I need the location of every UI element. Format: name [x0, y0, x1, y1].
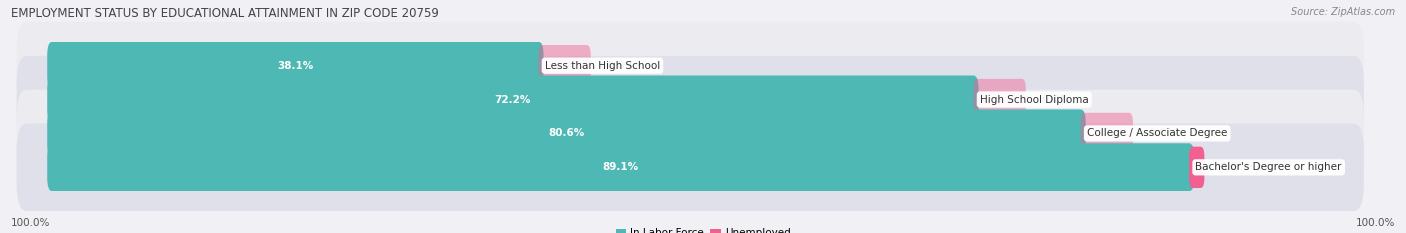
Text: 100.0%: 100.0%: [1355, 218, 1395, 228]
FancyBboxPatch shape: [1081, 113, 1133, 154]
FancyBboxPatch shape: [17, 124, 1364, 211]
Text: 100.0%: 100.0%: [11, 218, 51, 228]
FancyBboxPatch shape: [17, 56, 1364, 143]
FancyBboxPatch shape: [1189, 147, 1205, 188]
Text: College / Associate Degree: College / Associate Degree: [1087, 128, 1227, 138]
FancyBboxPatch shape: [48, 75, 979, 124]
Text: Less than High School: Less than High School: [544, 61, 659, 71]
Text: 0.6%: 0.6%: [1219, 162, 1249, 172]
Legend: In Labor Force, Unemployed: In Labor Force, Unemployed: [612, 224, 794, 233]
Text: 38.1%: 38.1%: [277, 61, 314, 71]
Text: 0.0%: 0.0%: [1149, 128, 1177, 138]
Text: Bachelor's Degree or higher: Bachelor's Degree or higher: [1195, 162, 1341, 172]
Text: 89.1%: 89.1%: [603, 162, 638, 172]
FancyBboxPatch shape: [17, 90, 1364, 177]
Text: High School Diploma: High School Diploma: [980, 95, 1088, 105]
FancyBboxPatch shape: [48, 143, 1194, 191]
Text: EMPLOYMENT STATUS BY EDUCATIONAL ATTAINMENT IN ZIP CODE 20759: EMPLOYMENT STATUS BY EDUCATIONAL ATTAINM…: [11, 7, 439, 20]
FancyBboxPatch shape: [48, 42, 544, 90]
FancyBboxPatch shape: [538, 45, 591, 86]
Text: 80.6%: 80.6%: [548, 128, 585, 138]
Text: Source: ZipAtlas.com: Source: ZipAtlas.com: [1291, 7, 1395, 17]
FancyBboxPatch shape: [17, 22, 1364, 109]
FancyBboxPatch shape: [973, 79, 1026, 120]
Text: 72.2%: 72.2%: [495, 95, 531, 105]
Text: 0.0%: 0.0%: [1040, 95, 1070, 105]
FancyBboxPatch shape: [48, 109, 1085, 158]
Text: 0.0%: 0.0%: [606, 61, 636, 71]
